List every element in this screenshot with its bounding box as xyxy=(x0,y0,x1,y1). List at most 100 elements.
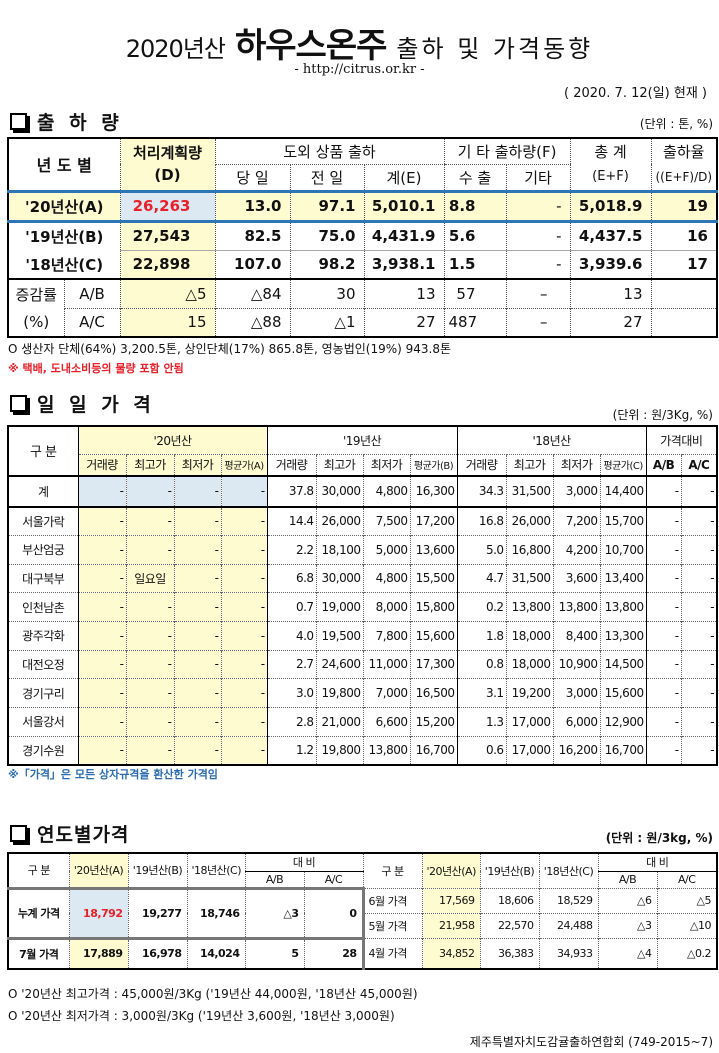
header-plan: 처리계획량 (D) xyxy=(119,138,215,191)
cell-value: 2.7 xyxy=(266,649,317,679)
cell-value: 7,800 xyxy=(362,620,411,651)
cell-value: - xyxy=(680,534,718,565)
row-label: '18년산(C) xyxy=(7,250,120,279)
header-row: 거래량 최고가 최저가 평균가(A) 거래량 최고가 최저가 평균가(B) 거래량 최고가 최저가 평… xyxy=(8,454,718,476)
cell-value: 7,500 xyxy=(362,506,411,536)
header-outside: 도외 상품 출하 xyxy=(214,138,444,165)
table-row: 광주각화 - - - -4.0 19,500 7,800 15,600 1.8 18,000 8,4… xyxy=(8,620,718,651)
cell-value: 0.8 xyxy=(456,649,507,679)
row-label: (%) xyxy=(23,313,50,331)
cell-etc: - xyxy=(505,190,570,221)
cell-value: - xyxy=(220,620,268,651)
cell-value: 4,800 xyxy=(362,563,411,593)
cell-value: 15,600 xyxy=(409,620,458,651)
cell-value: 14,500 xyxy=(599,649,647,679)
shipment-note-excluded: ※ 택배, 도내소비등의 물량 포함 안됨 xyxy=(8,362,184,375)
cell-value: 15,700 xyxy=(599,506,647,536)
header-sub18-0: 거래량 xyxy=(456,454,507,476)
cell-plan: 15 xyxy=(119,307,215,337)
header-export: 수 출 xyxy=(443,163,506,191)
cell-value: 0.7 xyxy=(266,592,317,622)
cell-value: 17,300 xyxy=(409,649,458,679)
cell-value: 15,200 xyxy=(409,707,458,737)
cell-a: 18,792 xyxy=(68,886,128,938)
header-sub20-2: 최저가 xyxy=(173,454,221,476)
cell-value: 16,800 xyxy=(505,534,554,565)
cell-total: 5,018.9 xyxy=(569,190,651,221)
cell-c: 18,529 xyxy=(538,887,598,913)
header-division: 구 분 xyxy=(29,445,57,461)
cell-value: 10,900 xyxy=(552,649,601,679)
cell-export: 8.8 xyxy=(443,190,506,221)
cell-value: - xyxy=(125,649,174,679)
title-suffix: 출하 및 가격동향 xyxy=(396,35,594,63)
cell-ab: △3 xyxy=(597,912,657,938)
checkbox-square-icon xyxy=(10,395,27,412)
cell-value: - xyxy=(680,592,718,622)
cell-b: 22,570 xyxy=(479,912,539,938)
cell-export: 57 xyxy=(443,278,506,308)
cell-value: - xyxy=(173,678,221,708)
header-ac: A/C xyxy=(656,871,717,888)
cell-export: 5.6 xyxy=(443,220,506,250)
cell-value: - xyxy=(77,735,126,765)
cell-value: 4,800 xyxy=(362,475,411,507)
market-name: 서울가락 xyxy=(8,506,78,536)
cell-rate xyxy=(650,307,717,337)
cell-value: - xyxy=(645,592,682,622)
row-sublabel: A/C xyxy=(63,307,120,337)
market-name: 인천남촌 xyxy=(8,592,78,622)
cell-ac: 0 xyxy=(303,886,365,938)
cell-plan: △5 xyxy=(119,278,215,308)
cell-plan: 22,898 xyxy=(119,249,215,279)
cell-value: - xyxy=(680,707,718,737)
table-row: 증감률 A/B △5 △84 30 13 57–13 xyxy=(8,278,717,308)
cell-value: - xyxy=(645,649,682,679)
row-label: 5월 가격 xyxy=(362,912,422,938)
cell-value: 3,000 xyxy=(552,678,601,708)
header-ab: A/B xyxy=(597,871,657,888)
section-daily-heading: 일 일 가 격 xyxy=(10,390,155,417)
cell-b: 36,383 xyxy=(479,937,539,969)
cell-value: - xyxy=(220,506,268,536)
cell-value: 37.8 xyxy=(266,475,317,507)
header-sub20-3: 평균가(A) xyxy=(220,454,268,476)
header-etc: 기타 xyxy=(505,163,570,191)
cell-value: - xyxy=(220,563,268,593)
row-label: '20년산(A) xyxy=(7,191,120,221)
cell-sum: 27 xyxy=(363,307,444,337)
row-label: 7월 가격 xyxy=(8,936,69,969)
cell-prev: 75.0 xyxy=(289,220,364,250)
cell-value: 일요일 xyxy=(125,563,174,593)
cell-value: - xyxy=(77,620,126,651)
cell-value: 0.2 xyxy=(456,592,507,622)
header-sub19-1: 최고가 xyxy=(315,454,364,476)
cell-prev: 30 xyxy=(289,278,364,308)
daily-note: ※「가격」은 모든 상자규격을 환산한 가격임 xyxy=(8,768,218,781)
cell-c: 34,933 xyxy=(538,937,598,969)
cell-today: 82.5 xyxy=(214,220,290,250)
cell-value: 5,000 xyxy=(362,534,411,565)
cell-value: - xyxy=(680,649,718,679)
cell-value: - xyxy=(645,735,682,765)
cell-value: 8,000 xyxy=(362,592,411,622)
source-url[interactable]: - http://citrus.or.kr - xyxy=(294,62,425,77)
table-row: 경기수원 - - - -1.2 19,800 13,800 16,700 0.6 17,000 16… xyxy=(8,735,718,765)
header-a: '20년산(A) xyxy=(421,853,480,888)
cell-value: 13,300 xyxy=(599,620,647,651)
title-main: 하우스온주 xyxy=(235,26,387,66)
yearly-note-max: O '20년산 최고가격 : 45,000원/3Kg ('19년산 44,000… xyxy=(8,987,418,1001)
cell-value: - xyxy=(680,620,718,651)
cell-value: 19,500 xyxy=(315,620,364,651)
header-year: 년 도 별 xyxy=(7,138,120,191)
cell-value: - xyxy=(220,678,268,708)
header-total: 총 계 xyxy=(569,138,651,164)
cell-sum: 3,938.1 xyxy=(363,249,444,279)
table-row: 대전오정 - - - -2.7 24,600 11,000 17,300 0.8 18,000 10… xyxy=(8,649,718,679)
cell-value: 21,000 xyxy=(315,707,364,737)
cell-value: - xyxy=(77,649,126,679)
checkbox-square-icon xyxy=(10,113,27,130)
cell-value: - xyxy=(680,735,718,765)
